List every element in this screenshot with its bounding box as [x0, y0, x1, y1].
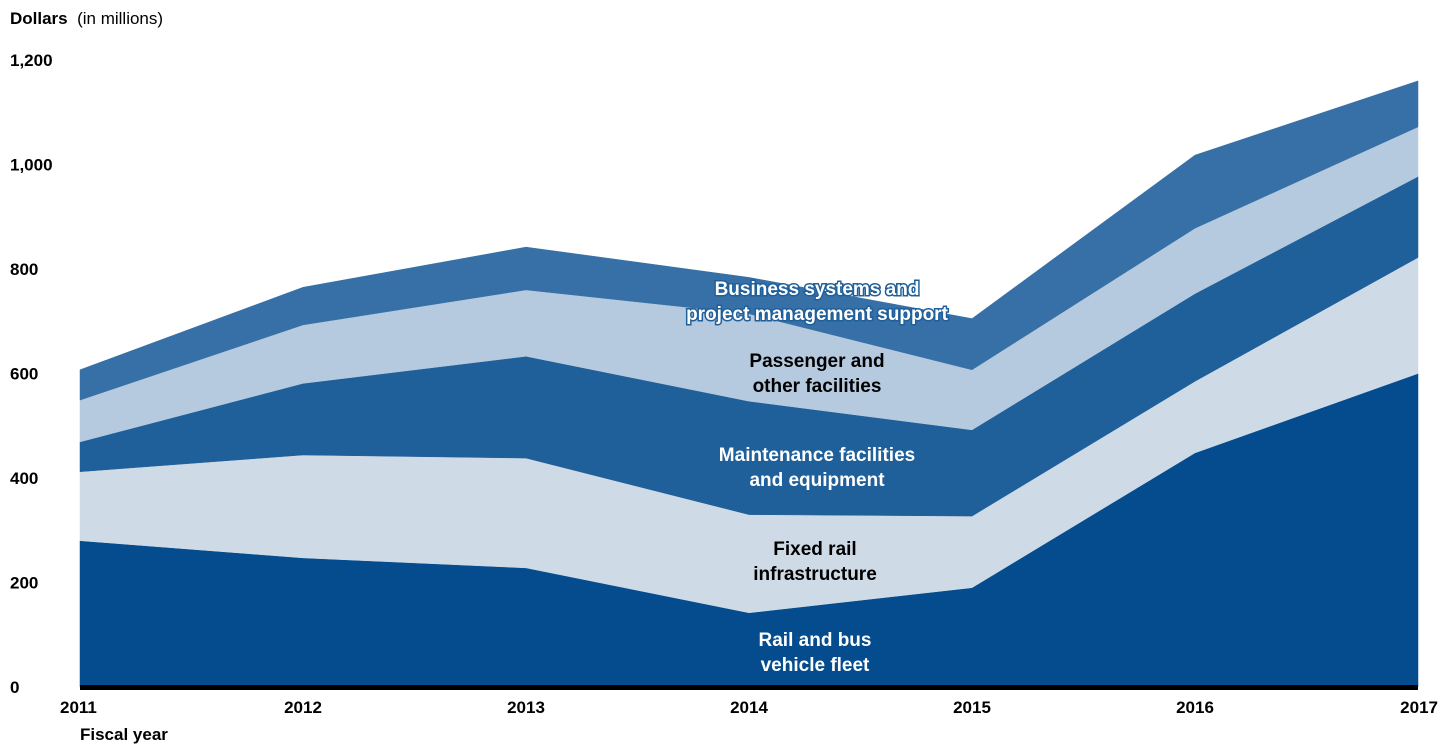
x-tick-label: 2012: [284, 698, 322, 717]
area-label: Passenger and: [749, 351, 884, 372]
area-labels: Rail and bus vehicle fleet Fixed rail infra…: [685, 278, 950, 677]
y-tick-label: 800: [10, 260, 38, 279]
area-label: other facilities: [753, 376, 882, 397]
x-tick-label: 2011: [60, 698, 97, 717]
x-tick-label: 2015: [953, 698, 991, 717]
y-tick-label: 600: [10, 365, 38, 384]
x-tick-label: 2017: [1400, 698, 1438, 717]
x-axis-ticks: 2011 2012 2013 2014 2015 2016 2017: [60, 698, 1438, 717]
x-tick-label: 2014: [730, 698, 768, 717]
y-axis-title: Dollars (in millions): [10, 9, 163, 28]
y-axis-ticks: 0 200 400 600 800 1,000 1,200: [10, 51, 53, 697]
x-tick-label: 2013: [507, 698, 545, 717]
y-tick-label: 200: [10, 574, 38, 593]
y-tick-label: 1,200: [10, 51, 53, 70]
area-label: and equipment: [749, 470, 885, 491]
area-label: vehicle fleet: [761, 655, 870, 676]
x-axis-line: [80, 685, 1418, 690]
x-tick-label: 2016: [1176, 698, 1214, 717]
y-tick-label: 0: [10, 678, 19, 697]
x-axis-title: Fiscal year: [80, 725, 168, 744]
area-layers: [79, 80, 1419, 688]
y-axis-title-unit: (in millions): [77, 9, 163, 28]
y-tick-label: 1,000: [10, 156, 53, 175]
y-axis-title-main: Dollars: [10, 9, 68, 28]
area-label: Rail and bus: [759, 630, 872, 651]
area-label: Maintenance facilities: [719, 445, 915, 466]
area-label: project management support: [686, 304, 948, 325]
area-label: Fixed rail: [773, 539, 856, 560]
area-series-4: [79, 80, 1419, 401]
area-label: Business systems and: [715, 279, 920, 300]
area-label: infrastructure: [753, 564, 877, 585]
y-tick-label: 400: [10, 469, 38, 488]
